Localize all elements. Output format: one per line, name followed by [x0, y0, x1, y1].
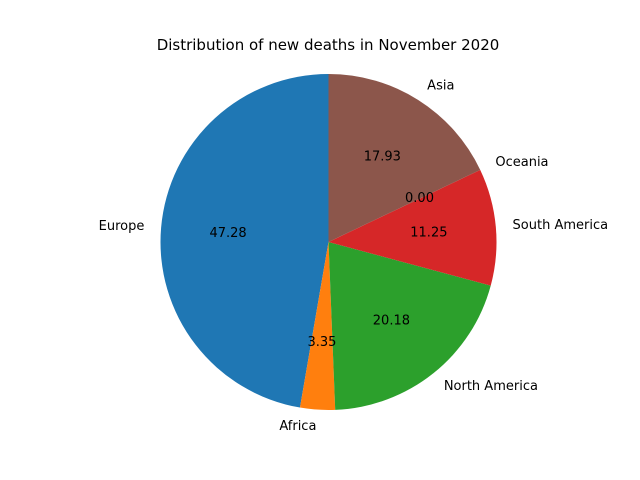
- slice-percent-south-america: 11.25: [410, 225, 447, 240]
- slice-label-africa: Africa: [279, 419, 316, 434]
- pie-slices: [160, 74, 497, 410]
- slice-percent-oceania: 0.00: [405, 191, 434, 206]
- slice-label-oceania: Oceania: [495, 155, 548, 170]
- pie-slice-europe: [160, 74, 329, 408]
- slice-percent-europe: 47.28: [209, 226, 246, 241]
- pie-slice-asia: [328, 74, 481, 242]
- pie-slice-south-america: [328, 169, 497, 286]
- chart-title: Distribution of new deaths in November 2…: [157, 36, 500, 54]
- pie-slice-north-america: [328, 242, 491, 410]
- slice-percent-north-america: 20.18: [373, 313, 410, 328]
- slice-percent-asia: 17.93: [364, 149, 401, 164]
- slice-label-north-america: North America: [444, 379, 538, 394]
- slice-labels: Europe Africa North America South America Oc…: [99, 78, 608, 434]
- slice-label-europe: Europe: [99, 219, 145, 234]
- slice-label-asia: Asia: [427, 78, 454, 93]
- pie-slice-africa: [299, 242, 336, 410]
- slice-label-south-america: South America: [513, 218, 609, 233]
- slice-percent-labels: 47.28 3.35 20.18 11.25 0.00 17.93: [209, 149, 447, 350]
- slice-percent-africa: 3.35: [307, 335, 336, 350]
